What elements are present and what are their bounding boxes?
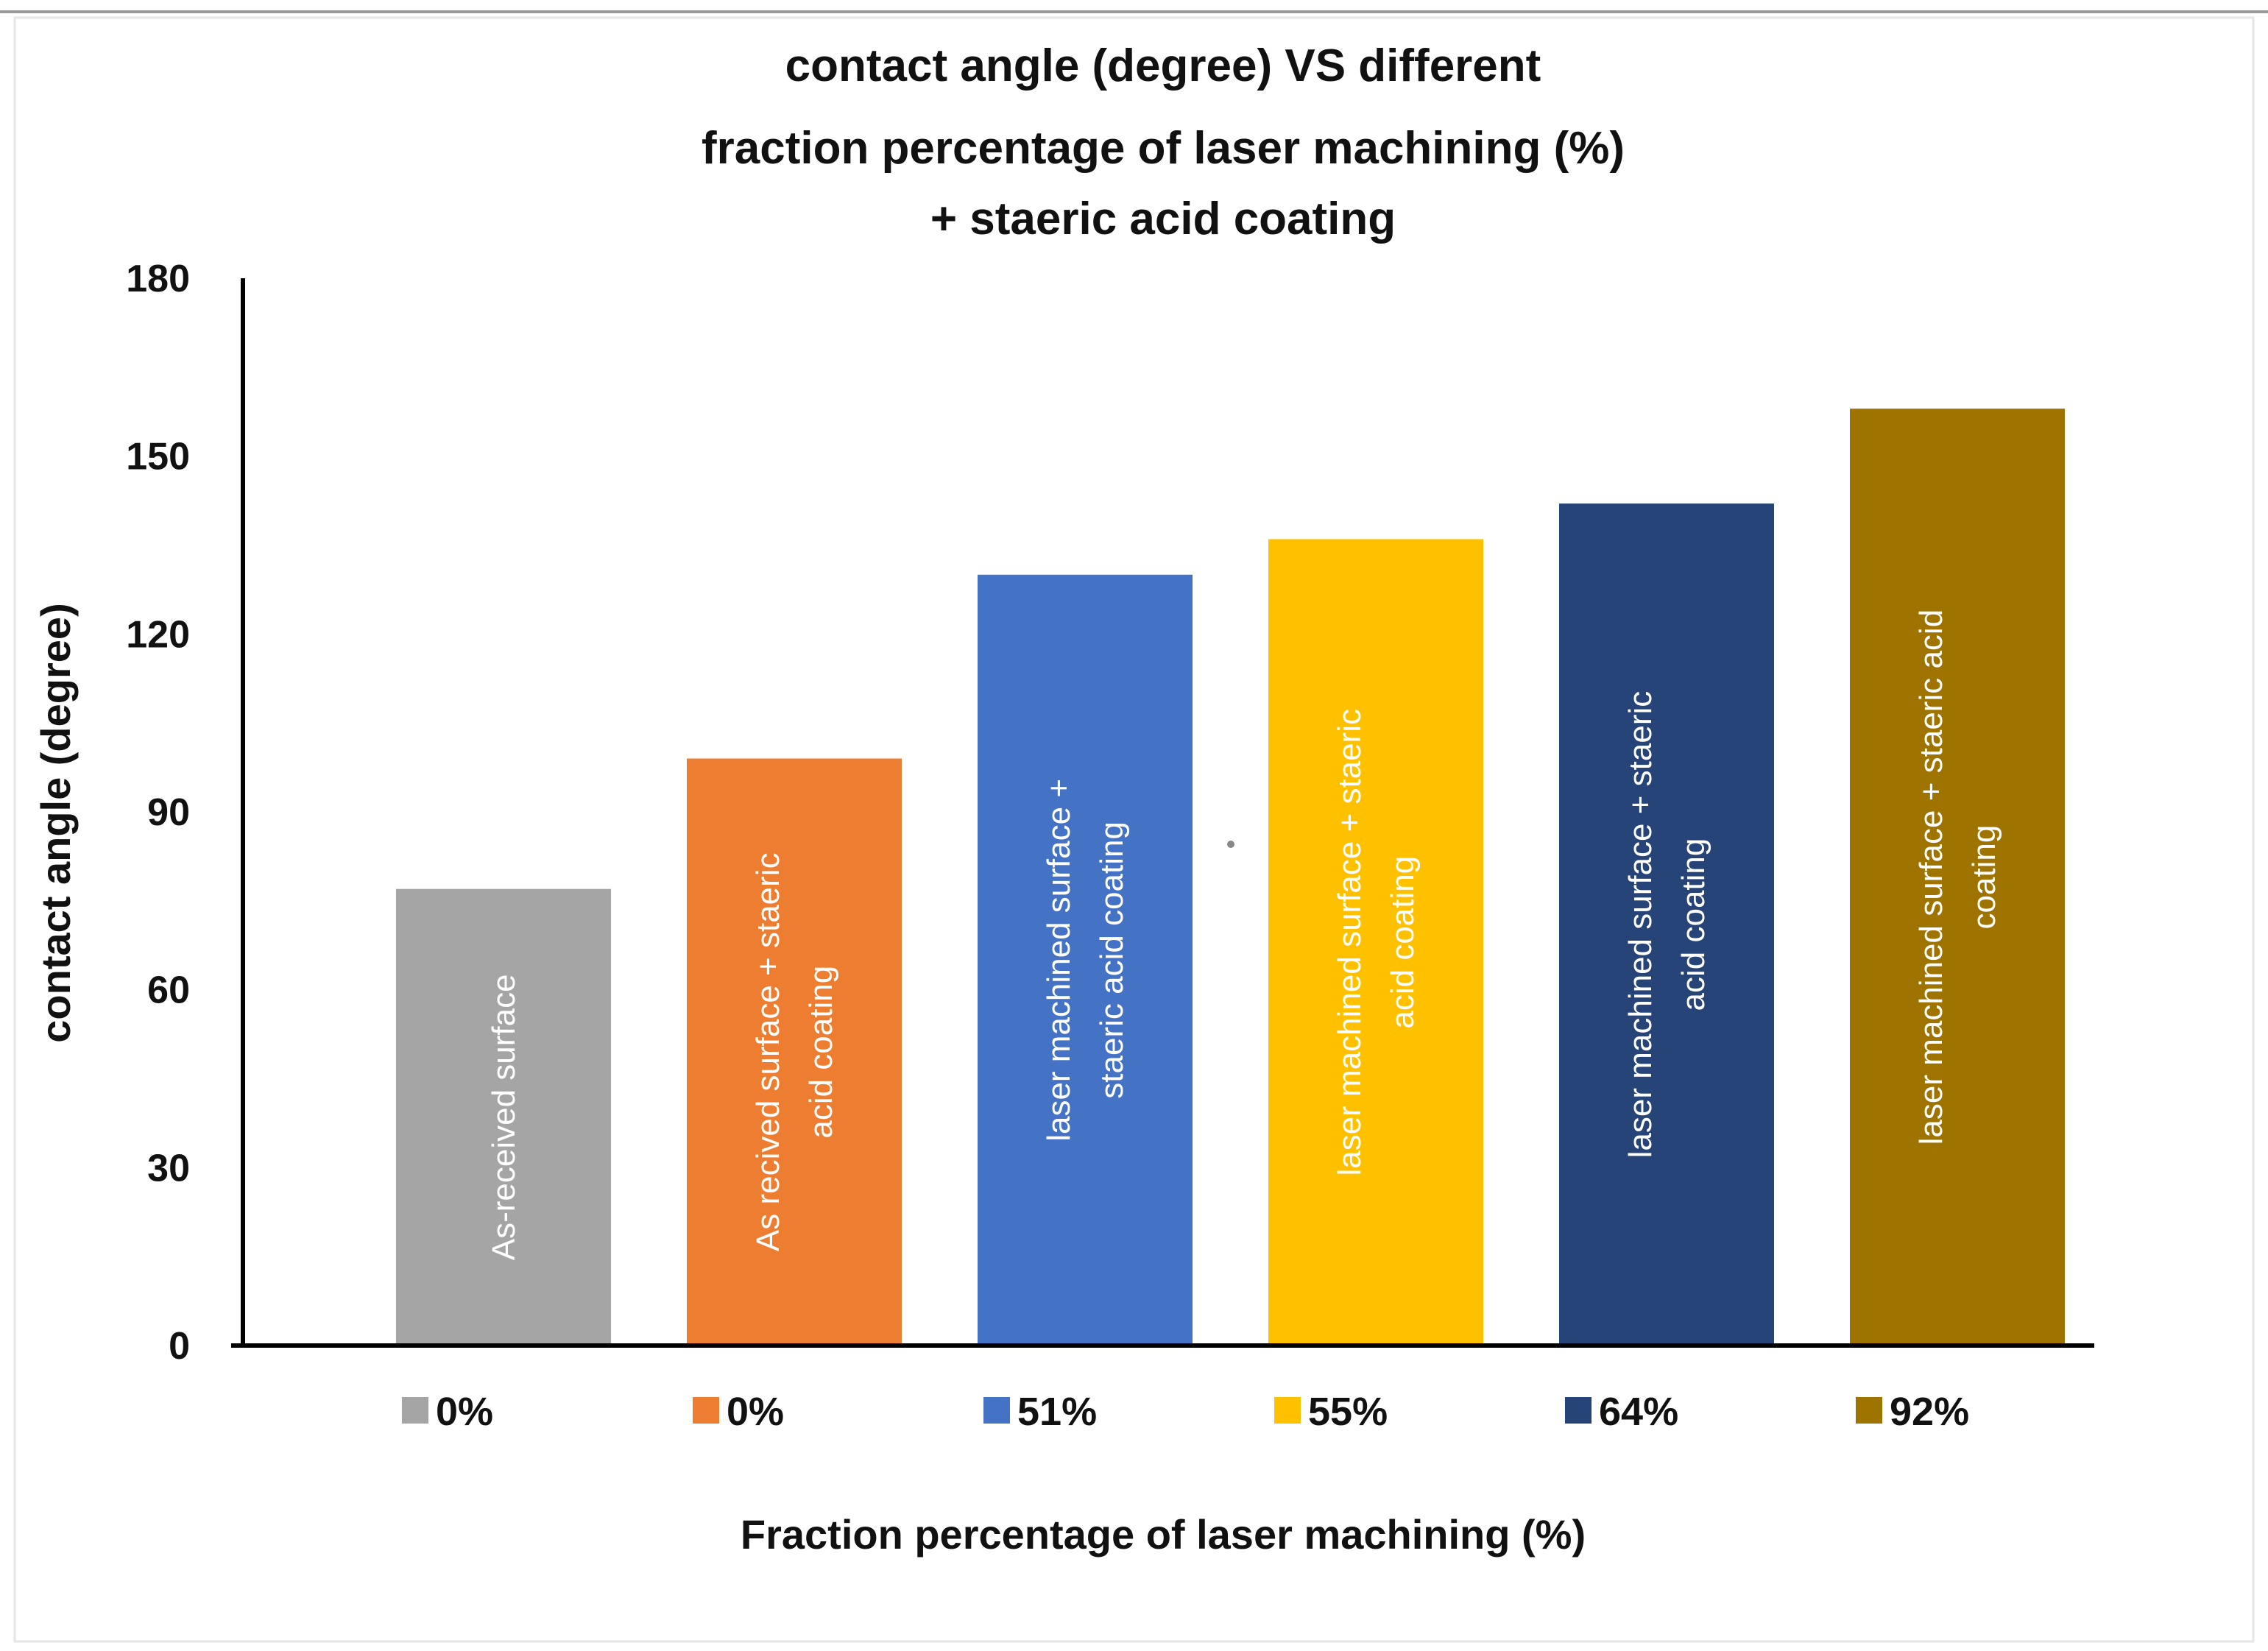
bar-label-2: laser machined surface + staeric acid coa… — [1041, 779, 1130, 1142]
y-tick-label-5: 150 — [126, 436, 190, 478]
bar-label-5-line-1: coating — [1966, 825, 2002, 930]
bar-3 — [1268, 539, 1483, 1346]
y-axis-label: contact angle (degree) — [32, 603, 79, 1042]
bar-label-2-line-1: staeric acid coating — [1094, 821, 1130, 1099]
legend: 0% 0% 51% 55% 64% 92% — [402, 1390, 1969, 1434]
legend-swatch-4 — [1565, 1397, 1592, 1424]
chart-border — [13, 16, 2255, 1643]
stray-dot — [1227, 841, 1234, 848]
bar-label-1-line-0: As recived surface + staeric — [750, 852, 786, 1251]
bar-1 — [687, 758, 902, 1346]
y-tick-label-0: 0 — [169, 1325, 190, 1368]
bar-label-3-line-1: acid coating — [1385, 856, 1421, 1029]
y-tick-label-1: 30 — [147, 1147, 190, 1189]
bar-2 — [978, 574, 1193, 1346]
legend-label-1: 0% — [727, 1390, 784, 1434]
bar-label-0: As-received surface — [486, 974, 522, 1260]
legend-label-5: 92% — [1890, 1390, 1969, 1434]
legend-swatch-2 — [983, 1397, 1010, 1424]
bar-0 — [396, 888, 611, 1346]
y-tick-label-4: 120 — [126, 613, 190, 656]
bar-label-4-line-1: acid coating — [1675, 838, 1711, 1011]
bar-5 — [1850, 409, 2065, 1346]
x-axis-label: Fraction percentage of laser machining (… — [741, 1511, 1586, 1558]
legend-swatch-0 — [402, 1397, 428, 1424]
legend-label-0: 0% — [436, 1390, 493, 1434]
legend-swatch-5 — [1856, 1397, 1882, 1424]
legend-swatch-1 — [693, 1397, 719, 1424]
chart-title-line-2: fraction percentage of laser machining (… — [702, 123, 1625, 174]
legend-label-4: 64% — [1599, 1390, 1678, 1434]
y-axis-ticks: 0 30 60 90 120 150 180 — [126, 258, 190, 1368]
bar-4 — [1559, 503, 1774, 1346]
y-tick-label-2: 60 — [147, 969, 190, 1012]
bar-label-5-line-0: laser machined surface + staeric acid — [1913, 609, 1949, 1145]
bar-label-1-line-1: acid coating — [803, 966, 839, 1139]
bar-label-0-line-0: As-received surface — [486, 974, 522, 1260]
legend-label-2: 51% — [1017, 1390, 1097, 1434]
chart-title-line-3: + staeric acid coating — [930, 194, 1396, 244]
legend-label-3: 55% — [1308, 1390, 1388, 1434]
bar-label-4: laser machined surface + staeric acid coa… — [1622, 691, 1711, 1159]
bar-label-3-line-0: laser machined surface + staeric — [1332, 709, 1368, 1176]
chart-title-line-1: contact angle (degree) VS different — [785, 40, 1541, 91]
y-tick-label-3: 90 — [147, 791, 190, 834]
bar-label-4-line-0: laser machined surface + staeric — [1622, 691, 1658, 1159]
y-tick-label-6: 180 — [126, 258, 190, 300]
legend-swatch-3 — [1274, 1397, 1301, 1424]
bar-label-2-line-0: laser machined surface + — [1041, 779, 1077, 1142]
bars-group: As-received surface As recived surface + … — [396, 409, 2065, 1346]
bar-label-5: laser machined surface + staeric acid coa… — [1913, 609, 2002, 1145]
bar-label-3: laser machined surface + staeric acid coa… — [1332, 709, 1421, 1176]
bar-label-1: As recived surface + staeric acid coating — [750, 852, 839, 1251]
